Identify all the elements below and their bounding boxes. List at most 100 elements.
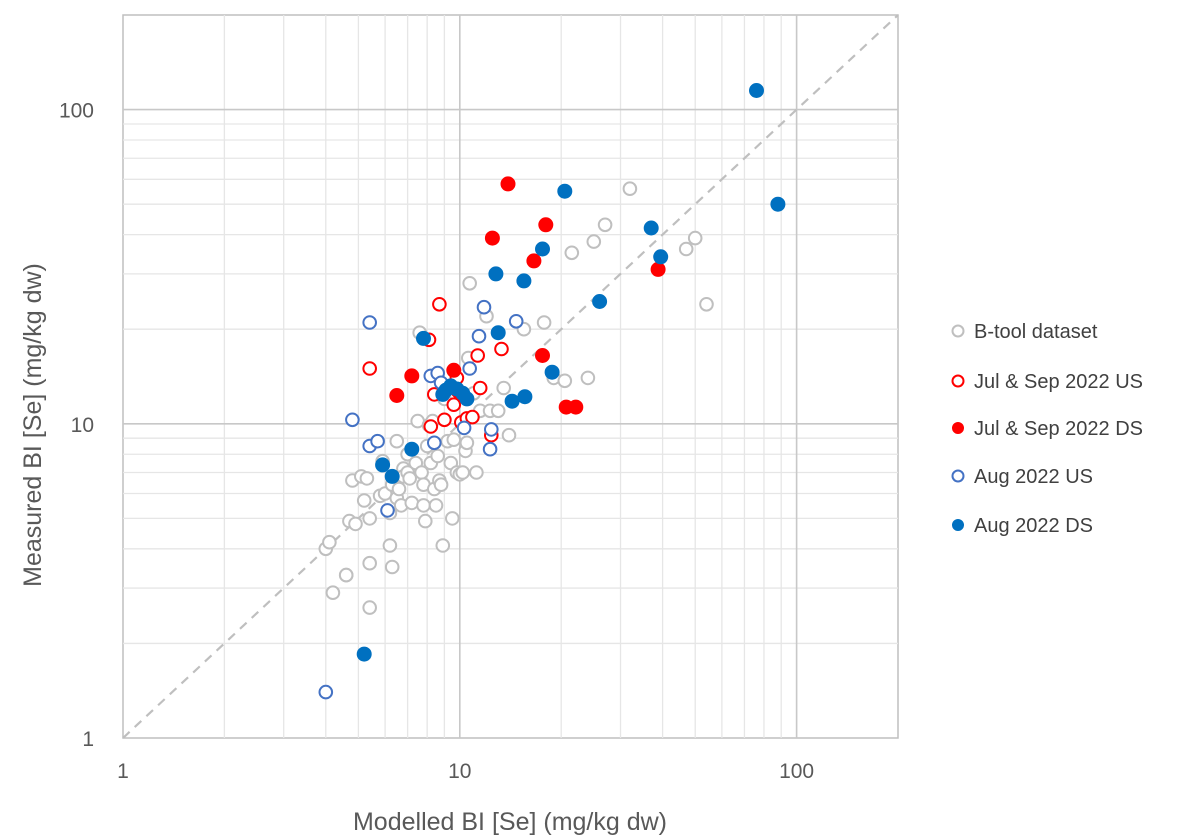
data-point <box>384 559 400 575</box>
legend-label: Jul & Sep 2022 US <box>974 371 1143 393</box>
data-point <box>494 341 509 357</box>
data-point <box>536 315 552 330</box>
data-point <box>687 230 703 246</box>
legend-item: Jul & Sep 2022 US <box>951 371 1143 393</box>
data-point <box>484 422 499 437</box>
data-point <box>435 538 451 553</box>
legend-marker <box>951 374 965 388</box>
data-point <box>465 409 480 425</box>
data-point <box>359 471 375 486</box>
grid-lines <box>123 15 898 738</box>
data-point <box>445 511 460 526</box>
legend-marker <box>951 324 965 338</box>
data-point <box>504 393 520 409</box>
y-tick-label: 10 <box>71 414 94 437</box>
data-point <box>580 370 596 386</box>
legend-marker <box>951 469 965 483</box>
x-axis-title: Modelled BI [Se] (mg/kg dw) <box>353 808 667 836</box>
data-point <box>557 183 573 199</box>
series-3 <box>318 299 524 700</box>
data-point <box>446 397 462 413</box>
data-point <box>488 266 504 282</box>
data-points <box>318 83 786 700</box>
data-point <box>557 373 573 389</box>
data-point <box>500 176 516 192</box>
data-point <box>325 585 341 601</box>
legend-label: Aug 2022 US <box>974 466 1093 488</box>
data-point <box>384 468 400 484</box>
data-point <box>322 534 337 550</box>
data-point <box>501 427 517 443</box>
data-point <box>416 498 431 513</box>
data-point <box>472 380 488 396</box>
data-point <box>535 241 550 257</box>
legend-item: Aug 2022 DS <box>952 515 1093 537</box>
data-point <box>544 364 560 380</box>
y-axis-tick-labels: 1 10 100 <box>59 100 94 751</box>
data-point <box>462 276 478 291</box>
data-point <box>678 241 694 257</box>
x-tick-label: 10 <box>448 760 471 783</box>
data-point <box>622 181 638 196</box>
y-axis-title: Measured BI [Se] (mg/kg dw) <box>19 263 47 587</box>
data-point <box>699 297 714 312</box>
legend-label: B-tool dataset <box>974 321 1098 343</box>
data-point <box>517 389 533 405</box>
data-point <box>446 432 462 448</box>
data-point <box>345 412 360 428</box>
data-point <box>382 538 398 553</box>
data-point <box>508 314 524 329</box>
data-point <box>362 511 378 526</box>
data-point <box>375 457 391 473</box>
data-point <box>380 503 395 518</box>
data-point <box>416 330 431 346</box>
legend-label: Aug 2022 DS <box>974 515 1093 537</box>
data-point <box>362 600 378 615</box>
legend-item: Jul & Sep 2022 DS <box>952 418 1143 440</box>
legend-item: Aug 2022 US <box>951 466 1093 488</box>
data-point <box>650 261 666 277</box>
data-point <box>404 495 420 511</box>
y-tick-label: 1 <box>82 728 94 751</box>
data-point <box>653 249 669 265</box>
data-point <box>362 555 378 571</box>
legend-label: Jul & Sep 2022 DS <box>974 418 1143 440</box>
x-axis-tick-labels: 1 10 100 <box>117 760 814 783</box>
data-point <box>749 83 764 98</box>
data-point <box>428 498 444 513</box>
data-point <box>459 391 475 407</box>
data-point <box>391 481 407 497</box>
data-point <box>432 297 447 312</box>
x-tick-label: 1 <box>117 760 129 783</box>
y-tick-label: 100 <box>59 100 94 123</box>
data-point <box>433 477 449 493</box>
legend-marker <box>952 519 964 531</box>
data-point <box>526 253 542 269</box>
legend: B-tool dataset Jul & Sep 2022 US Jul & S… <box>951 321 1143 537</box>
data-point <box>490 325 506 341</box>
data-point <box>356 493 372 508</box>
data-point <box>770 196 786 212</box>
data-point <box>404 441 420 457</box>
data-point <box>356 646 372 662</box>
data-point <box>586 234 602 249</box>
data-point <box>470 348 486 363</box>
data-point <box>476 299 492 315</box>
data-point <box>597 217 613 233</box>
data-point <box>564 245 580 261</box>
data-point <box>471 328 487 344</box>
data-point <box>418 513 433 529</box>
data-point <box>338 567 354 583</box>
data-point <box>482 441 498 457</box>
data-point <box>455 465 471 480</box>
data-point <box>423 419 439 434</box>
data-point <box>389 433 405 449</box>
data-point <box>516 273 532 289</box>
data-point <box>484 230 500 246</box>
data-point <box>490 403 506 419</box>
data-point <box>496 380 512 396</box>
data-point <box>362 361 378 376</box>
series-4 <box>356 83 786 662</box>
data-point <box>402 471 418 486</box>
